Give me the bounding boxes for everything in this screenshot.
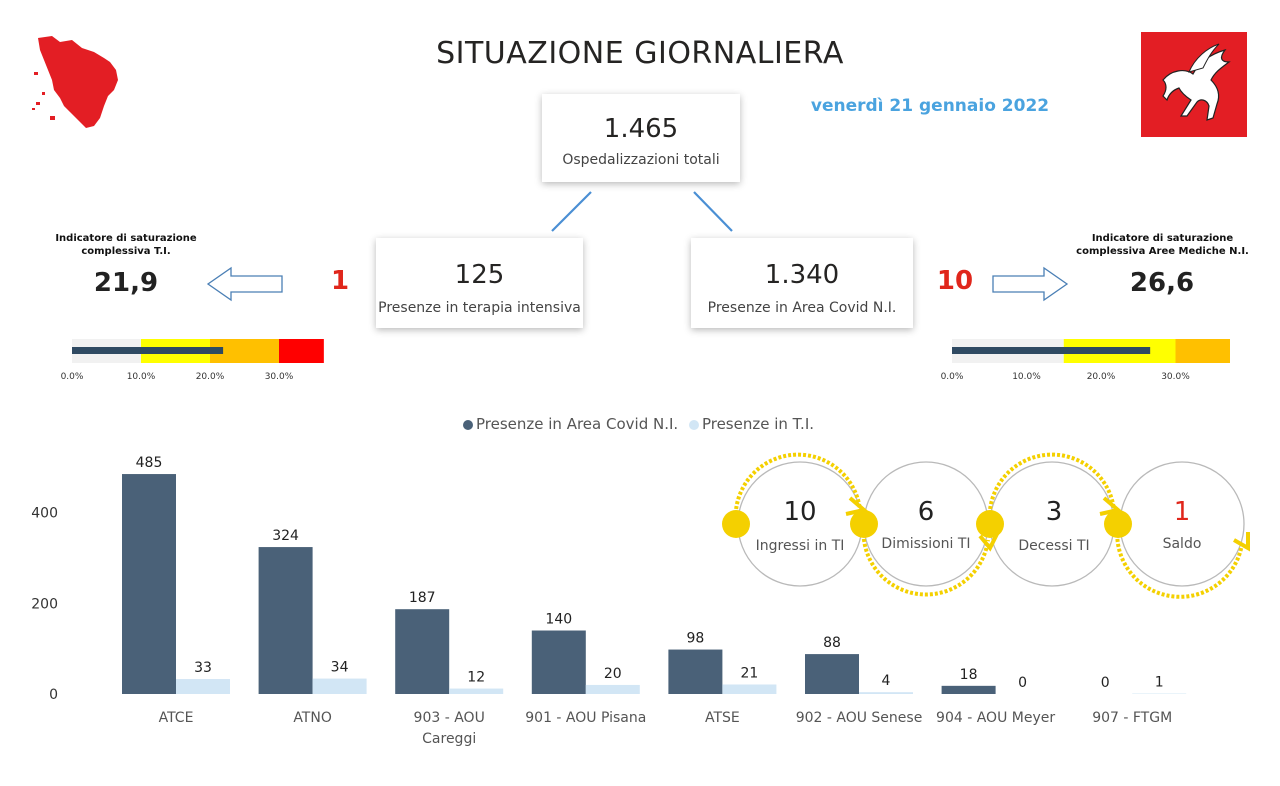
bar-value-label: 1 — [1155, 675, 1164, 691]
saturation-am-value-bar — [952, 347, 1151, 354]
bar-value-label: 21 — [740, 665, 758, 681]
x-tick-label: Careggi — [422, 731, 476, 747]
flow-ingressi-label: Ingressi in TI — [755, 538, 845, 554]
saturation-am-value: 26,6 — [1129, 268, 1195, 298]
bar-area-covid — [668, 649, 723, 694]
saturation-am-title: Indicatore di saturazione complessiva Ar… — [1076, 233, 1249, 257]
bar-value-label: 0 — [1018, 675, 1027, 691]
y-tick-label: 0 — [49, 687, 58, 703]
bar-value-label: 4 — [882, 673, 891, 689]
saturation-ti-band-3 — [279, 339, 324, 363]
page-title: SITUAZIONE GIORNALIERA — [436, 36, 844, 71]
bar-area-covid — [395, 609, 450, 694]
area-covid-value: 1.340 — [764, 260, 840, 290]
flow-dimissioni-value: 6 — [917, 497, 935, 527]
bar-ti — [722, 684, 777, 694]
x-tick-label: 907 - FTGM — [1092, 710, 1172, 726]
x-tick-label: ATNO — [293, 710, 332, 726]
bar-value-label: 485 — [136, 455, 163, 471]
saturation-ti-value-bar — [72, 347, 224, 354]
saturation-ti-value: 21,9 — [93, 268, 159, 298]
x-tick-label: 902 - AOU Senese — [796, 710, 923, 726]
card-terapia-intensiva: 125 Presenze in terapia intensiva — [376, 238, 583, 328]
legend-dot-area-covid — [463, 419, 473, 430]
flow-dimissioni-label: Dimissioni TI — [881, 536, 971, 552]
bar-area-covid — [805, 654, 859, 694]
bar-value-label: 0 — [1101, 675, 1110, 691]
bar-value-label: 33 — [194, 660, 212, 676]
saturation-ti-tick-label: 20.0% — [196, 372, 225, 382]
bar-area-covid — [941, 685, 996, 694]
saturation-ti-gauge: 0.0% 10.0% 20.0% 30.0% — [61, 339, 324, 382]
saturation-ti-tick-label: 10.0% — [127, 372, 156, 382]
arrow-left-icon — [206, 266, 283, 302]
bar-value-label: 20 — [604, 666, 622, 682]
flow-saldo-label: Saldo — [1162, 536, 1202, 552]
bar-value-label: 187 — [409, 590, 436, 606]
chart-legend: Presenze in Area Covid N.I. Presenze in … — [463, 415, 883, 433]
terapia-intensiva-delta: 1 — [330, 266, 350, 296]
connector-lines — [551, 191, 733, 232]
terapia-intensiva-value: 125 — [454, 260, 505, 290]
legend-item-area-covid: Presenze in Area Covid N.I. — [463, 415, 678, 433]
flow-saldo-value: 1 — [1173, 497, 1191, 527]
bar-value-label: 324 — [272, 528, 299, 544]
area-covid-label: Presenze in Area Covid N.I. — [707, 300, 897, 316]
report-date: venerdì 21 gennaio 2022 — [810, 96, 1050, 116]
ospedalizzazioni-label: Ospedalizzazioni totali — [562, 152, 720, 168]
card-ospedalizzazioni-totali: 1.465 Ospedalizzazioni totali — [542, 94, 740, 182]
saturation-ti-tick-label: 30.0% — [265, 372, 294, 382]
saturation-am-gauge: 0.0%10.0%20.0%30.0%40.0% — [941, 339, 1230, 382]
legend-item-ti: Presenze in T.I. — [683, 415, 814, 433]
terapia-intensiva-label: Presenze in terapia intensiva — [378, 300, 581, 316]
saturation-am-tick-label: 20.0% — [1087, 372, 1116, 382]
saturation-ti-tick-label: 0.0% — [61, 372, 84, 382]
x-tick-label: 903 - AOU — [414, 710, 485, 726]
bar-value-label: 34 — [331, 660, 349, 676]
flow-decessi-value: 3 — [1045, 497, 1063, 527]
bar-area-covid — [531, 630, 586, 694]
arrow-right-icon — [992, 266, 1069, 302]
saturation-am-tick-label: 10.0% — [1012, 372, 1041, 382]
y-tick-label: 200 — [31, 596, 58, 612]
bar-ti — [859, 692, 913, 694]
pegasus-icon — [1162, 43, 1231, 121]
area-covid-delta: 10 — [936, 266, 974, 296]
bar-ti — [585, 684, 640, 694]
flow-ingressi-value: 10 — [783, 497, 817, 527]
saturation-am-tick-label: 30.0% — [1161, 372, 1190, 382]
bar-area-covid — [258, 547, 313, 694]
card-area-covid: 1.340 Presenze in Area Covid N.I. — [691, 238, 913, 328]
regione-toscana-emblem — [1141, 32, 1247, 137]
flow-decessi-label: Decessi TI — [1018, 538, 1090, 554]
bar-area-covid — [122, 474, 176, 694]
ospedalizzazioni-value: 1.465 — [603, 114, 679, 144]
flow-diagram — [722, 452, 1250, 599]
y-tick-label: 400 — [31, 506, 58, 522]
x-tick-label: ATCE — [159, 710, 194, 726]
x-tick-label: 904 - AOU Meyer — [936, 710, 1055, 726]
saturation-am-tick-label: 0.0% — [941, 372, 964, 382]
saturation-am-band-3 — [1175, 339, 1230, 363]
bar-ti — [176, 679, 230, 694]
saturation-ti-title: Indicatore di saturazione complessiva T.… — [55, 233, 197, 257]
bar-value-label: 98 — [686, 631, 704, 647]
bar-ti — [312, 678, 367, 694]
bar-value-label: 88 — [823, 635, 841, 651]
bar-ti — [449, 688, 504, 694]
legend-dot-ti — [688, 419, 699, 430]
x-tick-label: 901 - AOU Pisana — [525, 710, 646, 726]
bar-value-label: 18 — [960, 667, 978, 683]
tuscany-map-logo — [32, 36, 118, 128]
bar-value-label: 140 — [545, 612, 572, 628]
x-tick-label: ATSE — [705, 710, 740, 726]
bar-value-label: 12 — [467, 670, 485, 686]
